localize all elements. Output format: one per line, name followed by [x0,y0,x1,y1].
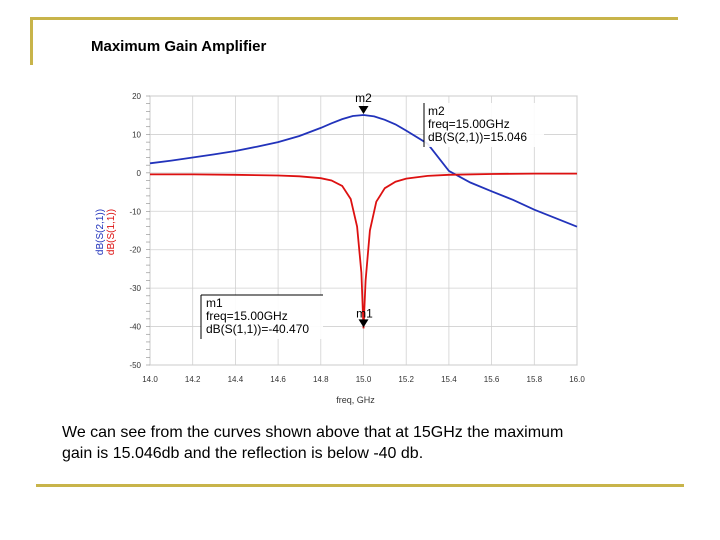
y-tick-label: 0 [137,169,142,178]
x-axis-label: freq, GHz [336,395,375,405]
x-tick-label: 14.8 [313,375,329,384]
slide-title: Maximum Gain Amplifier [91,38,267,55]
marker-m2-label: m2 [355,91,372,105]
y-tick-label: 10 [132,130,141,139]
x-tick-label: 15.4 [441,375,457,384]
y-axis-label: dB(S(2,1)) [95,209,106,255]
x-tick-label: 14.2 [185,375,201,384]
series-line-s11 [150,172,577,329]
marker-m2-readout-box [424,103,544,147]
marker-m2-readout-line: freq=15.00GHz [428,117,510,131]
marker-m1-readout-box [201,295,323,339]
marker-m1-label: m1 [356,306,373,320]
y-tick-label: -40 [129,323,141,332]
x-tick-label: 16.0 [569,375,585,384]
x-tick-label: 15.8 [527,375,543,384]
slide-frame-left [30,17,33,65]
y-tick-label: -50 [129,361,141,370]
caption: We can see from the curves shown above t… [62,422,662,464]
x-tick-label: 15.0 [356,375,372,384]
series-line-s21 [149,114,578,228]
marker-m1-readout-line: m1 [206,296,223,310]
y-axis-label: dB(S(1,1)) [106,209,117,255]
marker-m2-readout-line: m2 [428,104,445,118]
caption-line-2: gain is 15.046db and the reflection is b… [62,445,424,462]
x-tick-label: 15.6 [484,375,500,384]
slide-frame-top [30,17,678,20]
marker-m2-triangle [358,106,369,115]
marker-m1-readout-line: freq=15.00GHz [206,309,288,323]
slide-frame-bottom [36,484,684,487]
x-tick-label: 15.2 [398,375,414,384]
y-tick-label: -20 [129,246,141,255]
marker-m2-readout-line: dB(S(2,1))=15.046 [428,130,527,144]
x-tick-label: 14.6 [270,375,286,384]
x-tick-label: 14.0 [142,375,158,384]
y-tick-label: -30 [129,284,141,293]
y-tick-label: 20 [132,92,141,101]
caption-line-1: We can see from the curves shown above t… [62,424,564,441]
marker-m1-triangle [358,319,369,328]
marker-m1-readout-line: dB(S(1,1))=-40.470 [206,322,309,336]
y-tick-label: -10 [129,207,141,216]
x-tick-label: 14.4 [228,375,244,384]
